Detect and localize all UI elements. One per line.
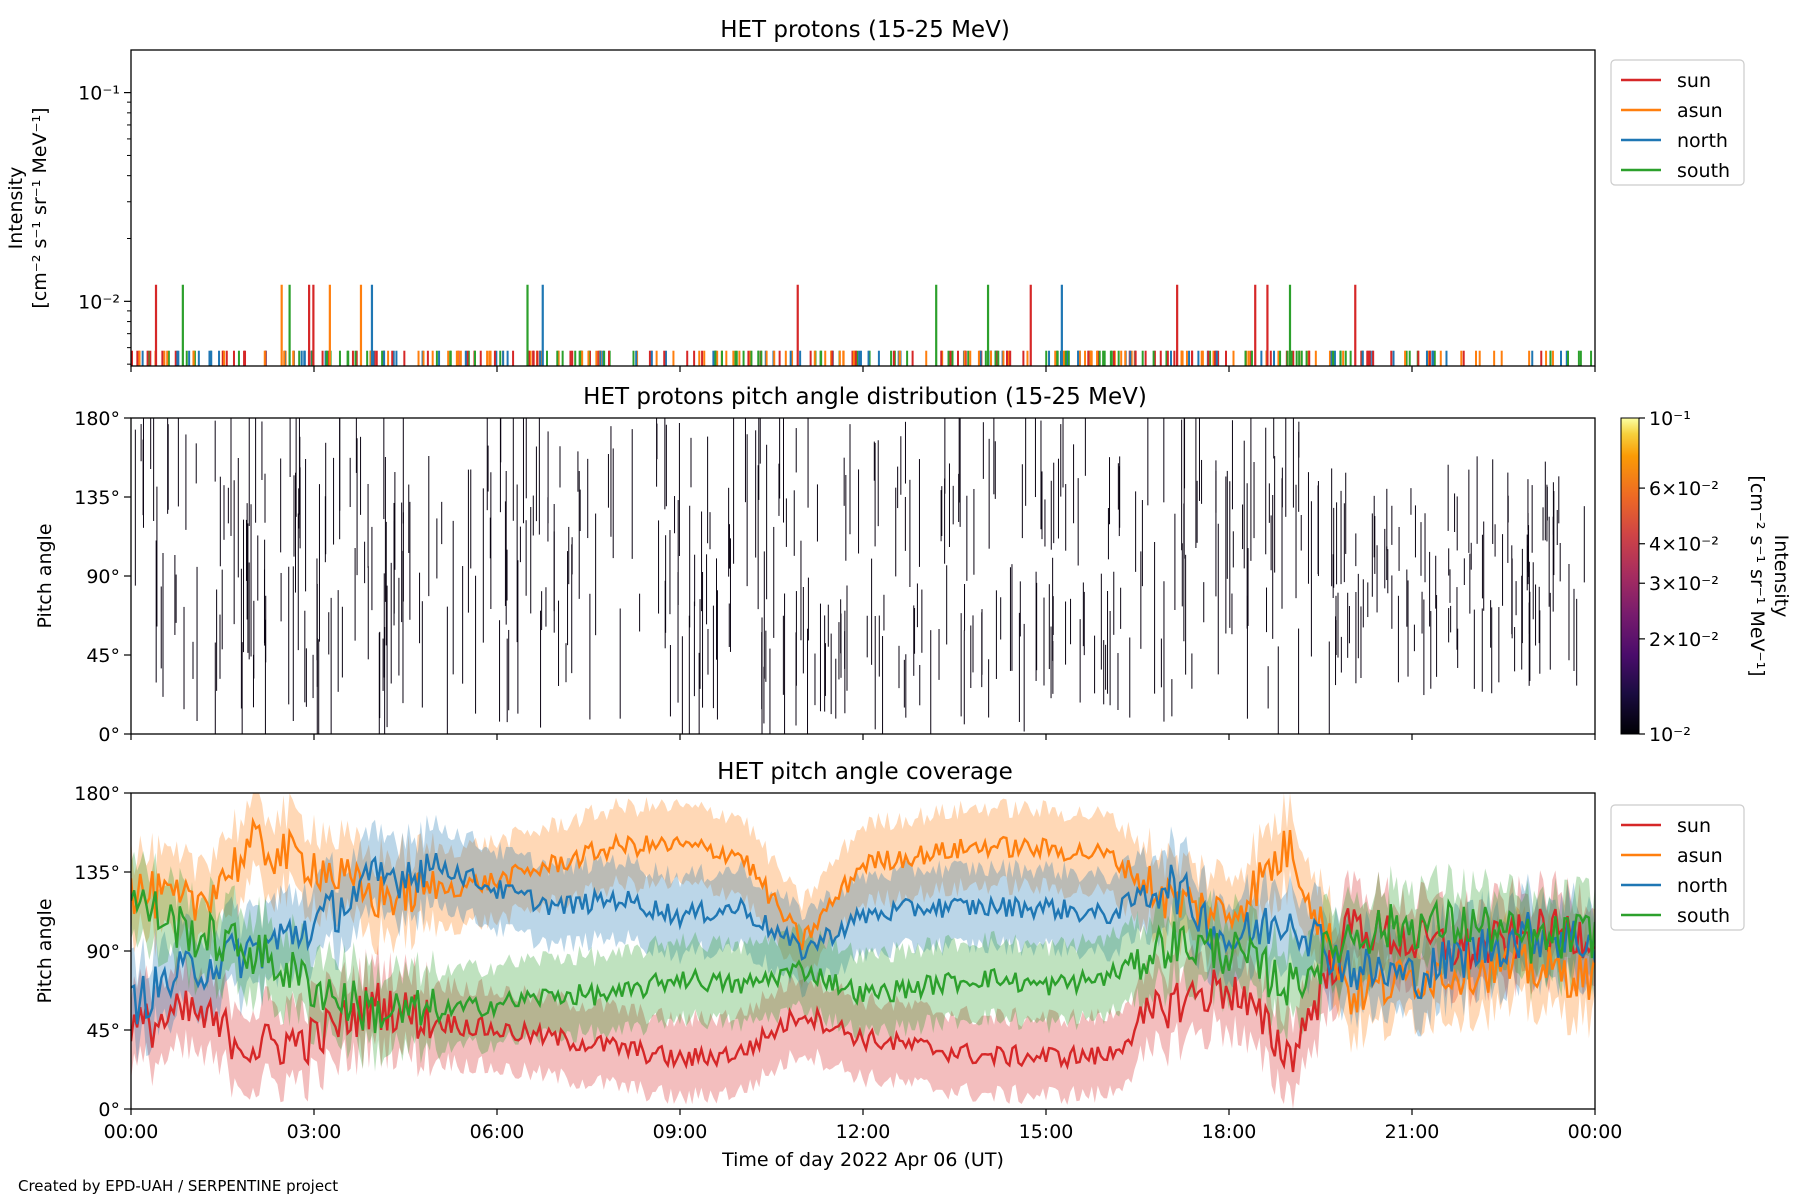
x-tick-label: 09:00	[653, 1121, 708, 1143]
coverage-title: HET pitch angle coverage	[717, 759, 1013, 785]
y-tick-label: 45°	[86, 1020, 120, 1042]
intensity-x-ticks	[130, 366, 1596, 372]
coverage-y-ticks: 0° 45° 90° 135° 180°	[74, 783, 131, 1121]
x-tick-label: 18:00	[1202, 1121, 1257, 1143]
legend-label-sun: sun	[1677, 815, 1711, 837]
legend-label-north: north	[1677, 130, 1728, 152]
y-tick-label: 180°	[74, 408, 120, 430]
pad-y-ticks: 0° 45° 90° 135° 180°	[74, 408, 131, 746]
colorbar-tick-label: 10⁻¹	[1649, 408, 1691, 430]
y-tick-label: 90°	[86, 941, 120, 963]
pad-colorbar-label-line1: Intensity	[1770, 535, 1792, 618]
legend-label-north: north	[1677, 875, 1728, 897]
x-axis-label: Time of day 2022 Apr 06 (UT)	[721, 1149, 1004, 1171]
intensity-ylabel-line2: [cm⁻² s⁻¹ sr⁻¹ MeV⁻¹]	[29, 107, 51, 308]
colorbar-tick-label: 10⁻²	[1649, 724, 1691, 746]
intensity-panel: HET protons (15-25 MeV) 10⁻² 10⁻¹ Intensi…	[5, 17, 1745, 372]
intensity-title: HET protons (15-25 MeV)	[720, 17, 1010, 43]
y-tick-label: 180°	[74, 783, 120, 805]
south-band	[131, 851, 1595, 1072]
x-tick-label: 12:00	[836, 1121, 891, 1143]
pad-colorbar-label: Intensity [cm⁻² s⁻¹ sr⁻¹ MeV⁻¹]	[1746, 475, 1792, 676]
coverage-ylabel: Pitch angle	[34, 898, 56, 1003]
intensity-ylabel-line1: Intensity	[5, 167, 27, 250]
pad-colorbar-ticks: 10⁻² 2×10⁻² 3×10⁻² 4×10⁻² 6×10⁻² 10⁻¹	[1639, 408, 1719, 746]
legend-label-south: south	[1677, 160, 1730, 182]
coverage-panel: HET pitch angle coverage 0° 45° 90° 135° 180…	[34, 759, 1745, 1143]
pad-colorbar-label-line2: [cm⁻² s⁻¹ sr⁻¹ MeV⁻¹]	[1746, 475, 1768, 676]
north-line	[131, 853, 1595, 1025]
y-tick-label: 135°	[74, 487, 120, 509]
legend-label-south: south	[1677, 905, 1730, 927]
x-tick-label: 00:00	[1568, 1121, 1623, 1143]
asun-line	[131, 816, 1595, 1015]
pad-title: HET protons pitch angle distribution (15…	[583, 384, 1147, 410]
x-tick-label: 21:00	[1385, 1121, 1440, 1143]
intensity-frame	[130, 49, 1596, 367]
y-tick-label: 0°	[98, 1099, 120, 1121]
pad-panel: HET protons pitch angle distribution (15…	[34, 384, 1792, 746]
colorbar-tick-label: 6×10⁻²	[1649, 478, 1719, 500]
pad-colorbar	[1620, 417, 1640, 735]
coverage-plot-area	[131, 793, 1595, 1109]
pad-marks	[134, 418, 1585, 734]
coverage-marks	[131, 793, 1595, 1109]
legend-frame	[1610, 59, 1745, 186]
y-tick-label: 10⁻¹	[78, 83, 120, 105]
pad-x-ticks	[130, 734, 1596, 740]
colorbar-tick-label: 2×10⁻²	[1649, 629, 1719, 651]
x-tick-label: 15:00	[1019, 1121, 1074, 1143]
y-tick-label: 45°	[86, 645, 120, 667]
coverage-frame	[130, 792, 1596, 1110]
coverage-x-ticks: 00:00 03:00 06:00 09:00 12:00 15:00 18:00 21:00…	[104, 1109, 1623, 1143]
y-tick-label: 0°	[98, 724, 120, 746]
intensity-marks	[130, 284, 1593, 366]
colorbar-tick-label: 3×10⁻²	[1649, 573, 1719, 595]
legend-frame	[1610, 804, 1745, 931]
coverage-legend: sun asun north south	[1610, 804, 1745, 931]
intensity-y-ticks: 10⁻² 10⁻¹	[78, 83, 131, 365]
asun-band	[131, 793, 1595, 1053]
colorbar-tick-label: 4×10⁻²	[1649, 534, 1719, 556]
legend-label-asun: asun	[1677, 100, 1723, 122]
pad-frame	[130, 417, 1596, 735]
y-tick-label: 10⁻²	[78, 291, 120, 313]
south-line	[131, 889, 1595, 1034]
sun-band	[131, 869, 1595, 1109]
credit-text: Created by EPD-UAH / SERPENTINE project	[18, 1177, 338, 1195]
y-tick-label: 90°	[86, 566, 120, 588]
north-band	[131, 814, 1595, 1063]
intensity-legend: sun asun north south	[1610, 59, 1745, 186]
pad-ylabel: Pitch angle	[34, 523, 56, 628]
intensity-ylabel: Intensity [cm⁻² s⁻¹ sr⁻¹ MeV⁻¹]	[5, 107, 51, 308]
legend-label-asun: asun	[1677, 845, 1723, 867]
x-tick-label: 03:00	[287, 1121, 342, 1143]
x-tick-label: 00:00	[104, 1121, 159, 1143]
x-tick-label: 06:00	[470, 1121, 525, 1143]
y-tick-label: 135°	[74, 862, 120, 884]
intensity-plot-area	[131, 50, 1595, 366]
pad-plot-area	[131, 418, 1595, 734]
legend-label-sun: sun	[1677, 70, 1711, 92]
